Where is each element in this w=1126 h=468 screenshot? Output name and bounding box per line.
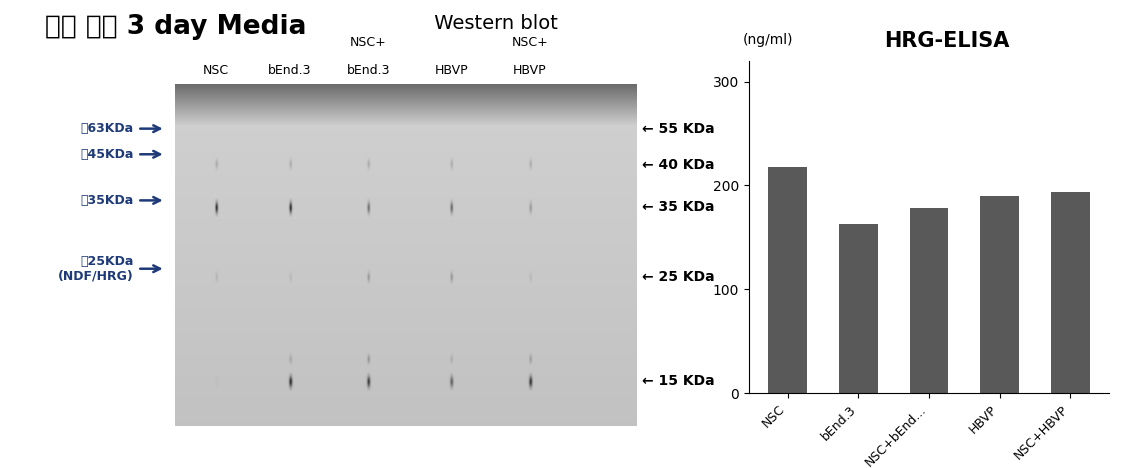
Text: 동시 배양 3 day Media: 동시 배양 3 day Media bbox=[45, 14, 306, 40]
Bar bbox=[910, 208, 948, 393]
Text: NSC+: NSC+ bbox=[350, 36, 387, 49]
Bar bbox=[768, 167, 807, 393]
Text: Western blot: Western blot bbox=[428, 14, 557, 33]
Text: bEnd.3: bEnd.3 bbox=[268, 64, 312, 77]
Text: (ng/ml): (ng/ml) bbox=[743, 33, 794, 47]
Text: 앴25KDa
(NDF/HRG): 앴25KDa (NDF/HRG) bbox=[59, 255, 134, 283]
Text: ← 25 KDa: ← 25 KDa bbox=[642, 270, 714, 284]
Text: ← 55 KDa: ← 55 KDa bbox=[642, 122, 714, 136]
Text: ← 15 KDa: ← 15 KDa bbox=[642, 374, 714, 388]
Text: bEnd.3: bEnd.3 bbox=[347, 64, 391, 77]
Text: HBVP: HBVP bbox=[513, 64, 547, 77]
Text: 앴35KDa: 앴35KDa bbox=[81, 194, 134, 207]
Text: ← 35 KDa: ← 35 KDa bbox=[642, 200, 714, 214]
Bar bbox=[980, 196, 1019, 393]
Text: HBVP: HBVP bbox=[435, 64, 468, 77]
Text: ← 40 KDa: ← 40 KDa bbox=[642, 158, 714, 172]
Text: HRG-ELISA: HRG-ELISA bbox=[884, 31, 1010, 51]
Text: NSC: NSC bbox=[203, 64, 230, 77]
Bar bbox=[839, 224, 878, 393]
Bar bbox=[1051, 192, 1090, 393]
Text: 앴45KDa: 앴45KDa bbox=[81, 148, 134, 161]
Text: 앴63KDa: 앴63KDa bbox=[81, 122, 134, 135]
Text: NSC+: NSC+ bbox=[511, 36, 548, 49]
